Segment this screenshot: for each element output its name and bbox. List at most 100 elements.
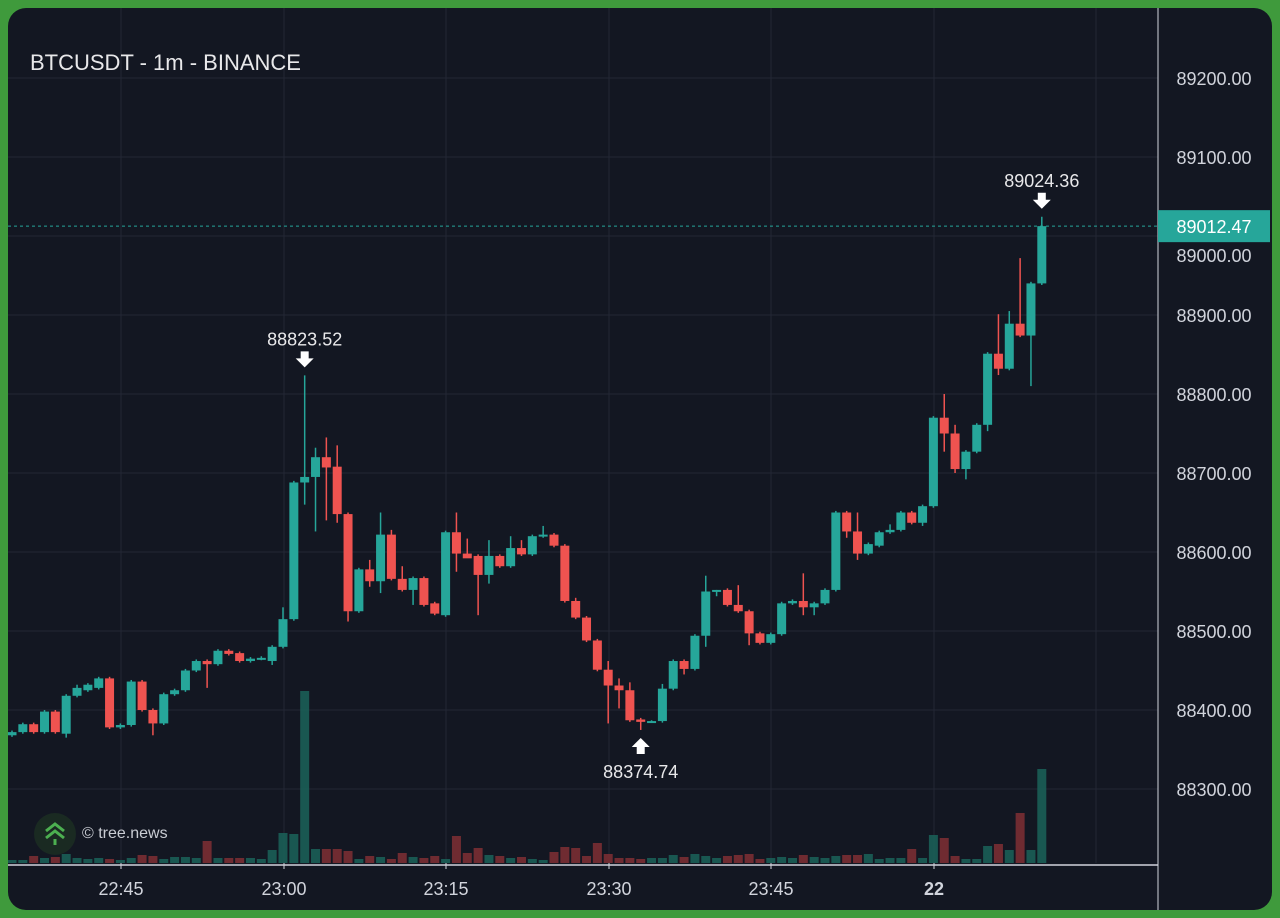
candle-body (300, 476, 310, 483)
candle-body (289, 482, 299, 620)
candle (744, 609, 754, 646)
candle-body (712, 589, 722, 592)
volume-bar (386, 859, 396, 863)
tree-chevrons-icon (34, 813, 76, 855)
candle-body (430, 603, 440, 614)
candle-body (939, 417, 949, 434)
candle (560, 544, 570, 603)
candlestick-chart[interactable]: 89200.00 89100.00 89000.00 88900.00 88800.00… (8, 8, 1272, 910)
candle-body (354, 569, 364, 612)
volume-bar (267, 850, 277, 863)
volume-bar (105, 859, 115, 863)
candle-body (484, 555, 494, 575)
volume-bar (853, 855, 863, 863)
candle-body (105, 678, 115, 728)
candle (625, 682, 635, 722)
candle (690, 634, 700, 671)
candle (311, 447, 321, 532)
volume-bar (289, 834, 299, 863)
candle (40, 710, 50, 734)
volume-bar (668, 855, 678, 863)
candle-body (495, 555, 505, 567)
candle-body (376, 534, 386, 582)
candle (300, 375, 310, 505)
candle-body (516, 548, 526, 555)
arrow-down-icon (1032, 192, 1051, 209)
candle-body (224, 650, 234, 654)
candle (180, 668, 190, 692)
volume-bar (419, 858, 429, 863)
candle (245, 657, 255, 663)
volume-bar (636, 859, 646, 863)
candle-body (365, 569, 375, 582)
volume-bar (126, 858, 136, 863)
volume-bar (907, 849, 917, 863)
volume-bar (928, 835, 938, 863)
candle (126, 679, 136, 727)
volume-bar (18, 860, 28, 863)
volume-bar (809, 857, 819, 863)
volume-bar (820, 858, 830, 863)
price-tick-label: 88700.00 (1176, 464, 1251, 484)
time-tick-label: 23:00 (261, 879, 306, 899)
volume-bar (354, 859, 364, 863)
volume-bar (712, 858, 722, 863)
volume-bar (408, 857, 418, 863)
price-tick-label: 88500.00 (1176, 622, 1251, 642)
price-tick-label: 88900.00 (1176, 306, 1251, 326)
volume-bar (343, 851, 353, 863)
price-tick-label: 88300.00 (1176, 780, 1251, 800)
candle (408, 576, 418, 605)
candle (50, 710, 60, 734)
volume-bar (1004, 850, 1014, 863)
candle-body (842, 512, 852, 532)
candle (332, 445, 342, 523)
candle (961, 450, 971, 480)
volume-bar (1026, 850, 1036, 863)
last-price-badge (1158, 210, 1270, 243)
candle (766, 632, 776, 645)
candle-body (527, 536, 537, 555)
volume-bar (777, 857, 787, 863)
candle-body (202, 661, 212, 665)
candle (668, 659, 678, 691)
candle (603, 661, 613, 724)
candle (83, 683, 93, 692)
volume-bar (1015, 813, 1025, 863)
candle-body (311, 457, 321, 477)
candle-body (831, 512, 841, 590)
candle (907, 510, 917, 525)
candle (213, 649, 223, 666)
volume-bar (983, 846, 993, 863)
time-tick-label: 23:30 (586, 879, 631, 899)
volume-bar (137, 855, 147, 863)
last-price-label: 89012.47 (1176, 217, 1251, 237)
candle-body (213, 650, 223, 665)
volume-bar (83, 859, 93, 863)
candle (950, 424, 960, 473)
volume-bar (50, 857, 60, 863)
arrow-down-icon (295, 351, 314, 368)
candle (170, 688, 180, 696)
candle (918, 504, 928, 526)
candle-body (18, 724, 28, 733)
volume-bar (993, 844, 1003, 863)
watermark: © tree.news (34, 813, 168, 855)
candle (527, 534, 537, 556)
volume-bar (571, 848, 581, 863)
candle-body (72, 687, 82, 696)
candle (29, 722, 39, 734)
volume-bar (560, 847, 570, 863)
candle (354, 567, 364, 613)
candle (72, 684, 82, 698)
price-tick-label: 88600.00 (1176, 543, 1251, 563)
volume-bar (506, 858, 516, 863)
annotations: 89012.47 88823.52 88374.74 89024.36 (8, 171, 1270, 782)
candle-body (419, 578, 429, 605)
volume-bar (939, 838, 949, 863)
volume-bar (495, 856, 505, 863)
watermark-text: © tree.news (82, 825, 168, 842)
candle-body (592, 640, 602, 670)
candle-body (668, 661, 678, 689)
candle-body (853, 531, 863, 554)
